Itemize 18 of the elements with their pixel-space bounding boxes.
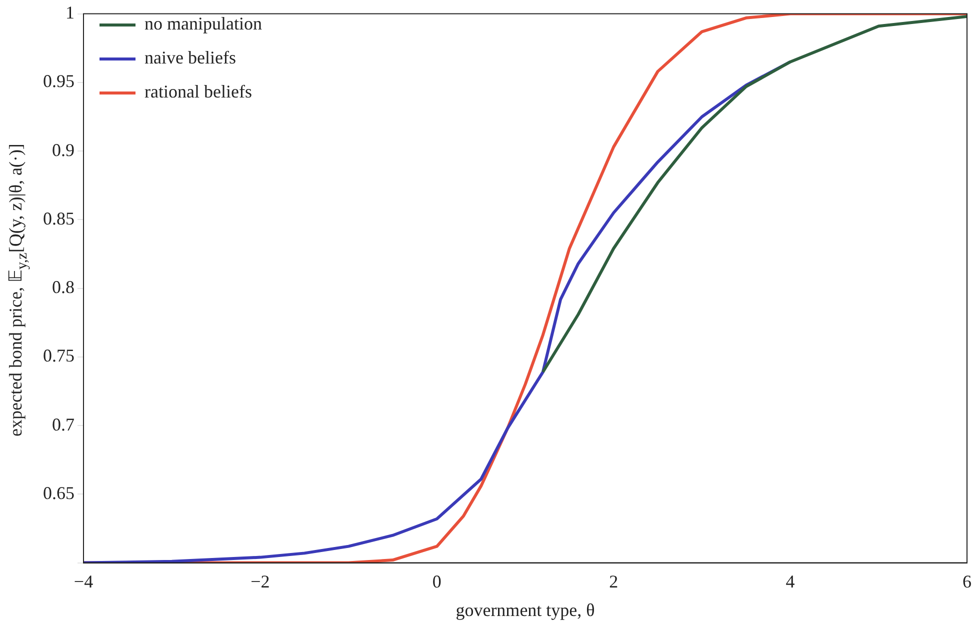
x-tick-label: 4 xyxy=(786,571,795,592)
y-tick-label: 0.7 xyxy=(52,414,74,434)
legend-label: no manipulation xyxy=(144,14,262,34)
y-tick-label: 1 xyxy=(66,2,74,23)
y-tick-label: 0.95 xyxy=(43,71,74,92)
y-tick-label: 0.75 xyxy=(43,346,74,366)
y-tick-label: 0.85 xyxy=(43,208,74,228)
legend-label: naive beliefs xyxy=(144,48,236,68)
x-tick-label: −4 xyxy=(74,571,94,592)
x-tick-label: 0 xyxy=(432,571,442,592)
y-tick-label: 0.8 xyxy=(52,277,74,298)
x-axis-title: government type, θ xyxy=(456,600,595,620)
x-tick-label: −2 xyxy=(250,571,270,592)
y-tick-label: 0.9 xyxy=(52,140,74,160)
x-tick-label: 2 xyxy=(609,571,618,592)
x-tick-label: 6 xyxy=(962,571,972,592)
legend-label: rational beliefs xyxy=(144,82,252,102)
y-tick-label: 0.65 xyxy=(43,482,74,503)
